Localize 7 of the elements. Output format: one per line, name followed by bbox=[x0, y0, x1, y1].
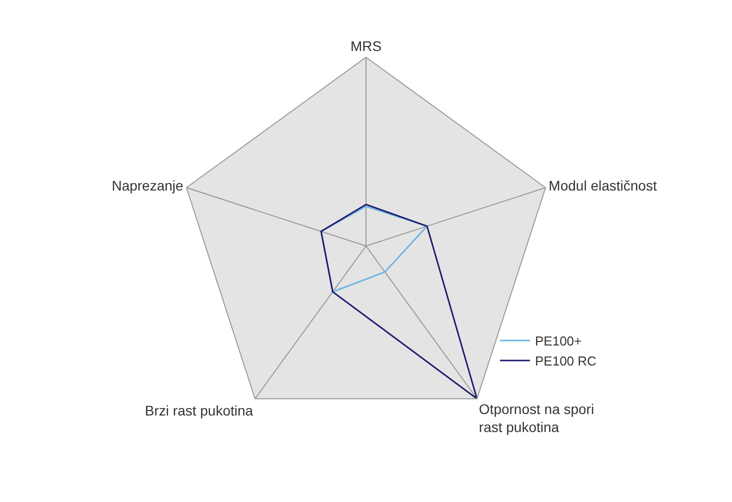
spoke-label: MRS bbox=[350, 38, 382, 54]
legend-label: PE100+ bbox=[535, 334, 582, 349]
legend-label: PE100 RC bbox=[535, 354, 596, 369]
spoke-label: Modul elastičnost bbox=[548, 177, 657, 194]
spoke-label: Otpornost na spori rast pukotina bbox=[478, 400, 594, 436]
spoke-label: Naprezanje bbox=[112, 177, 184, 194]
spoke-label: Brzi rast pukotina bbox=[144, 402, 254, 419]
